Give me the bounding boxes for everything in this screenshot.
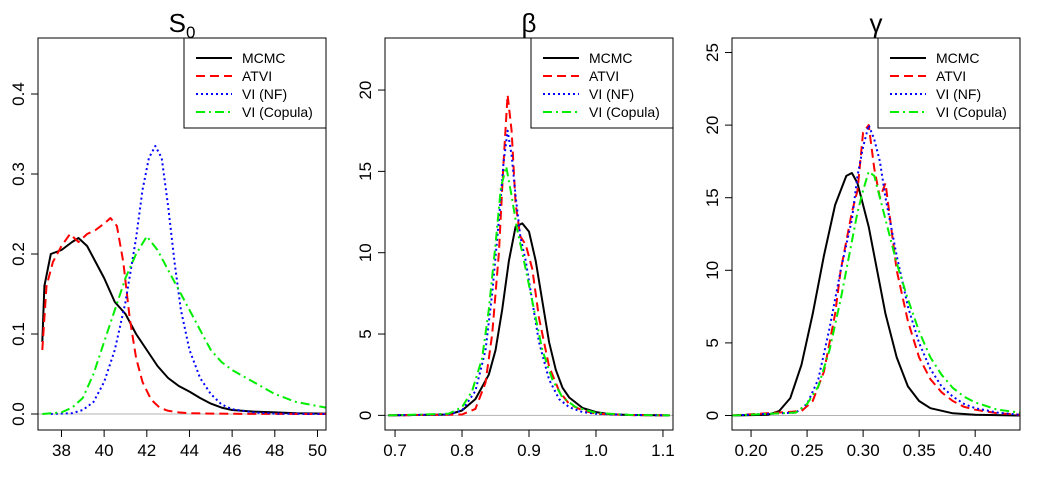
x-tick-label: 46 xyxy=(223,441,242,460)
series-vi-copula xyxy=(42,235,326,415)
y-tick-label: 15 xyxy=(356,162,375,181)
legend-label: MCMC xyxy=(242,50,286,66)
legend-label: VI (NF) xyxy=(589,86,634,102)
y-tick-label: 0.1 xyxy=(9,322,28,346)
x-tick-label: 42 xyxy=(137,441,156,460)
panel-s0: S0 38 40 42 44 46 48 50 0.0 0.1 0.2 0.3 0.4 MCMC ATVI… xyxy=(9,8,327,460)
legend-label: VI (NF) xyxy=(936,86,981,102)
legend: MCMC ATVI VI (NF) VI (Copula) xyxy=(877,37,1021,129)
x-tick-label: 40 xyxy=(95,441,114,460)
x-tick-label: 0.7 xyxy=(383,441,407,460)
y-tick-label: 25 xyxy=(703,43,722,62)
y-tick-label: 10 xyxy=(703,261,722,280)
y-tick-label: 5 xyxy=(703,338,722,347)
y-tick-label: 0.0 xyxy=(9,402,28,426)
x-tick-label: 1.0 xyxy=(584,441,608,460)
legend-label: VI (Copula) xyxy=(242,104,313,120)
y-tick-label: 5 xyxy=(356,329,375,338)
y-tick-label: 0.3 xyxy=(9,162,28,186)
y-tick-label: 20 xyxy=(703,116,722,135)
x-tick-label: 0.30 xyxy=(847,441,880,460)
y-tick-label: 0.4 xyxy=(9,82,28,106)
x-tick-label: 0.8 xyxy=(450,441,474,460)
x-tick-label: 48 xyxy=(265,441,284,460)
series-vi-copula xyxy=(388,165,670,417)
plot-frame xyxy=(731,37,1021,431)
series-mcmc xyxy=(41,237,326,415)
series-vi-nf xyxy=(388,129,670,417)
series-atvi xyxy=(388,93,670,417)
y-tick-label: 0 xyxy=(703,411,722,420)
x-tick-label: 0.9 xyxy=(517,441,541,460)
x-tick-label: 0.20 xyxy=(735,441,768,460)
x-tick-label: 44 xyxy=(180,441,199,460)
series-mcmc xyxy=(732,172,1020,417)
x-tick-label: 0.25 xyxy=(791,441,824,460)
panel-title: S0 xyxy=(169,8,196,42)
legend-label: VI (Copula) xyxy=(936,104,1007,120)
legend-label: ATVI xyxy=(936,68,966,84)
plot-frame xyxy=(37,37,327,431)
y-tick-label: 0 xyxy=(356,411,375,420)
legend: MCMC ATVI VI (NF) VI (Copula) xyxy=(530,37,674,129)
legend: MCMC ATVI VI (NF) VI (Copula) xyxy=(183,37,327,129)
legend-label: ATVI xyxy=(589,68,619,84)
y-tick-label: 15 xyxy=(703,188,722,207)
y-tick-label: 20 xyxy=(356,81,375,100)
x-tick-label: 0.35 xyxy=(903,441,936,460)
legend-box xyxy=(530,37,674,129)
series-vi-copula xyxy=(732,170,1020,417)
legend-box xyxy=(877,37,1021,129)
legend-label: VI (NF) xyxy=(242,86,287,102)
panel-beta: β 0.7 0.8 0.9 1.0 1.1 0 5 10 15 20 MCMC ATVI VI (NF)… xyxy=(356,8,675,460)
x-tick-label: 0.40 xyxy=(959,441,992,460)
panel-title: γ xyxy=(870,8,883,38)
panel-title-subscript: 0 xyxy=(186,23,195,42)
panel-gamma: γ 0.20 0.25 0.30 0.35 0.40 0 5 10 15 20 25 MCMC ATVI… xyxy=(703,8,1021,460)
y-tick-label: 0.2 xyxy=(9,242,28,266)
series-vi-nf xyxy=(50,145,326,415)
y-tick-label: 10 xyxy=(356,243,375,262)
panel-title: β xyxy=(522,8,537,38)
legend-box xyxy=(183,37,327,129)
x-tick-label: 38 xyxy=(52,441,71,460)
x-tick-label: 1.1 xyxy=(651,441,675,460)
x-tick-label: 50 xyxy=(308,441,327,460)
legend-label: MCMC xyxy=(936,50,980,66)
legend-label: ATVI xyxy=(242,68,272,84)
legend-label: MCMC xyxy=(589,50,633,66)
series-atvi xyxy=(41,217,326,415)
legend-label: VI (Copula) xyxy=(589,104,660,120)
